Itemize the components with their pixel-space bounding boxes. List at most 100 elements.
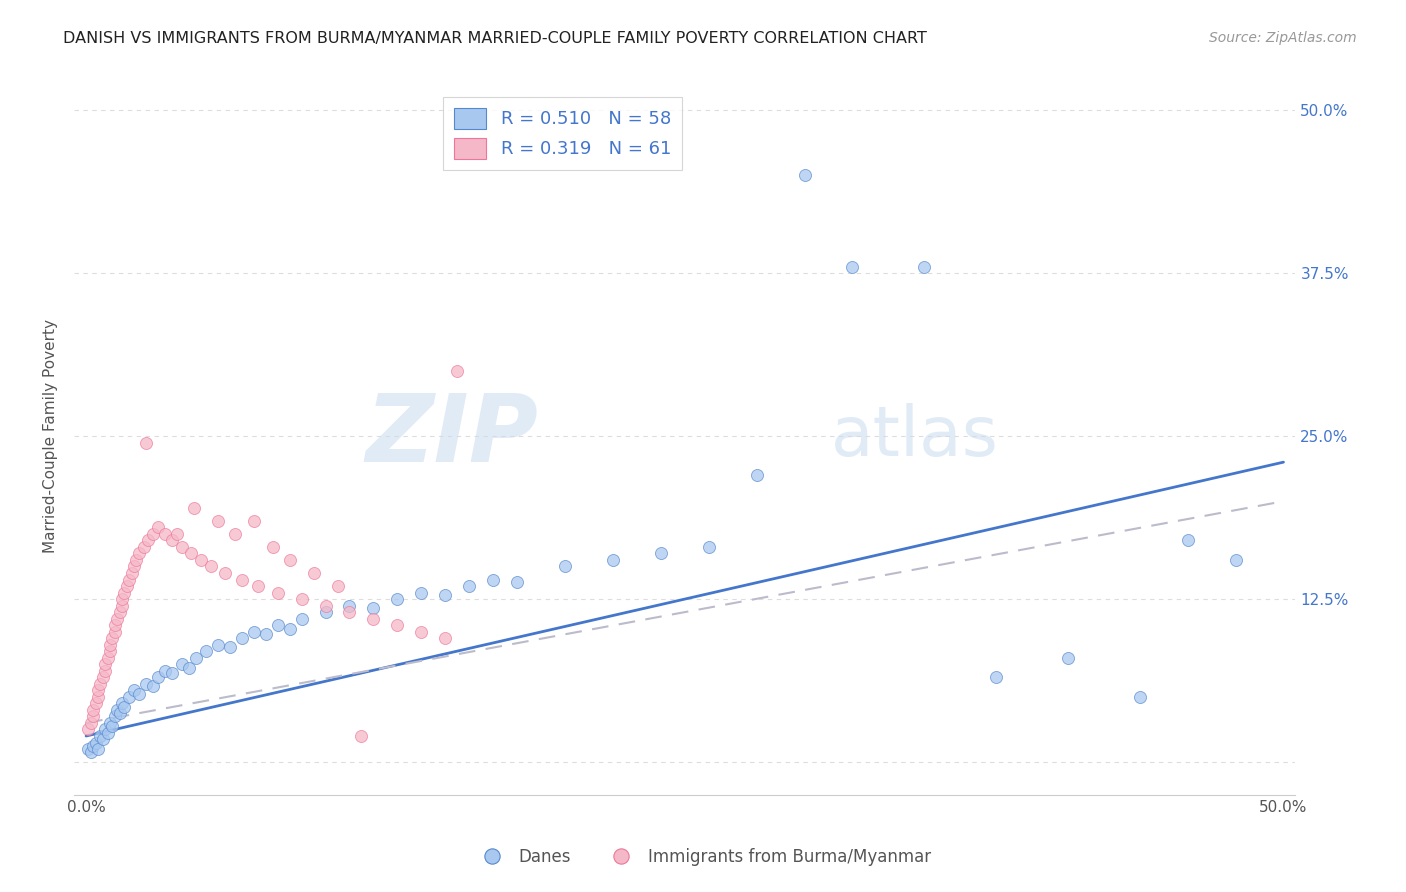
Point [146,520,169,534]
Point [98,644,121,658]
Point [411,585,433,599]
Point [118,573,141,587]
Point [82,739,104,754]
Point [262,540,284,554]
Point [77,723,100,737]
Point [84,735,107,749]
Point [247,579,270,593]
Point [104,624,127,639]
Point [153,527,176,541]
Point [101,631,124,645]
Point [111,599,134,613]
Point [697,540,720,554]
Point [94,723,117,737]
Point [162,666,184,681]
Point [554,559,576,574]
Point [1057,650,1080,665]
Point [326,579,349,593]
Point [128,687,150,701]
Text: atlas: atlas [831,402,1000,469]
Point [91,670,114,684]
Point [841,260,863,274]
Point [146,670,169,684]
Point [315,605,337,619]
Point [984,670,1007,684]
Point [302,566,325,580]
Point [650,546,672,560]
Point [80,745,103,759]
Point [224,527,246,541]
Point [411,624,433,639]
Point [170,657,193,672]
Point [135,435,157,450]
Point [136,533,159,548]
Point [1129,690,1152,704]
Point [170,540,193,554]
Point [94,664,117,678]
Point [89,729,111,743]
Point [82,703,104,717]
Point [142,527,165,541]
Point [231,631,253,645]
Point [602,553,624,567]
Point [434,631,457,645]
Point [98,638,121,652]
Point [135,677,157,691]
Legend: Danes, Immigrants from Burma/Myanmar: Danes, Immigrants from Burma/Myanmar [468,842,938,873]
Point [387,618,409,632]
Point [190,553,212,567]
Point [97,650,120,665]
Point [214,566,236,580]
Point [112,700,135,714]
Point [315,599,337,613]
Point [111,697,134,711]
Point [194,644,217,658]
Point [207,638,229,652]
Point [177,661,200,675]
Point [118,690,141,704]
Point [458,579,481,593]
Point [153,664,176,678]
Point [242,624,264,639]
Point [80,716,103,731]
Point [87,742,110,756]
Point [186,650,208,665]
Point [122,559,145,574]
Point [98,716,121,731]
Legend: R = 0.510   N = 58, R = 0.319   N = 61: R = 0.510 N = 58, R = 0.319 N = 61 [443,97,682,169]
Text: Source: ZipAtlas.com: Source: ZipAtlas.com [1209,31,1357,45]
Text: DANISH VS IMMIGRANTS FROM BURMA/MYANMAR MARRIED-COUPLE FAMILY POVERTY CORRELATIO: DANISH VS IMMIGRANTS FROM BURMA/MYANMAR … [63,31,927,46]
Y-axis label: Married-Couple Family Poverty: Married-Couple Family Poverty [44,319,58,553]
Point [363,612,385,626]
Point [231,573,253,587]
Point [112,585,135,599]
Point [339,599,361,613]
Point [254,627,277,641]
Point [200,559,222,574]
Point [87,683,110,698]
Point [105,612,128,626]
Point [387,592,409,607]
Text: ZIP: ZIP [366,390,538,482]
Point [91,731,114,746]
Point [108,605,131,619]
Point [350,729,373,743]
Point [291,612,314,626]
Point [128,546,150,560]
Point [142,680,165,694]
Point [434,588,457,602]
Point [218,640,240,655]
Point [162,533,184,548]
Point [97,726,120,740]
Point [87,690,110,704]
Point [482,573,505,587]
Point [183,500,205,515]
Point [122,683,145,698]
Point [339,605,361,619]
Point [108,706,131,720]
Point [506,575,529,590]
Point [166,527,188,541]
Point [207,514,229,528]
Point [180,546,202,560]
Point [84,697,107,711]
